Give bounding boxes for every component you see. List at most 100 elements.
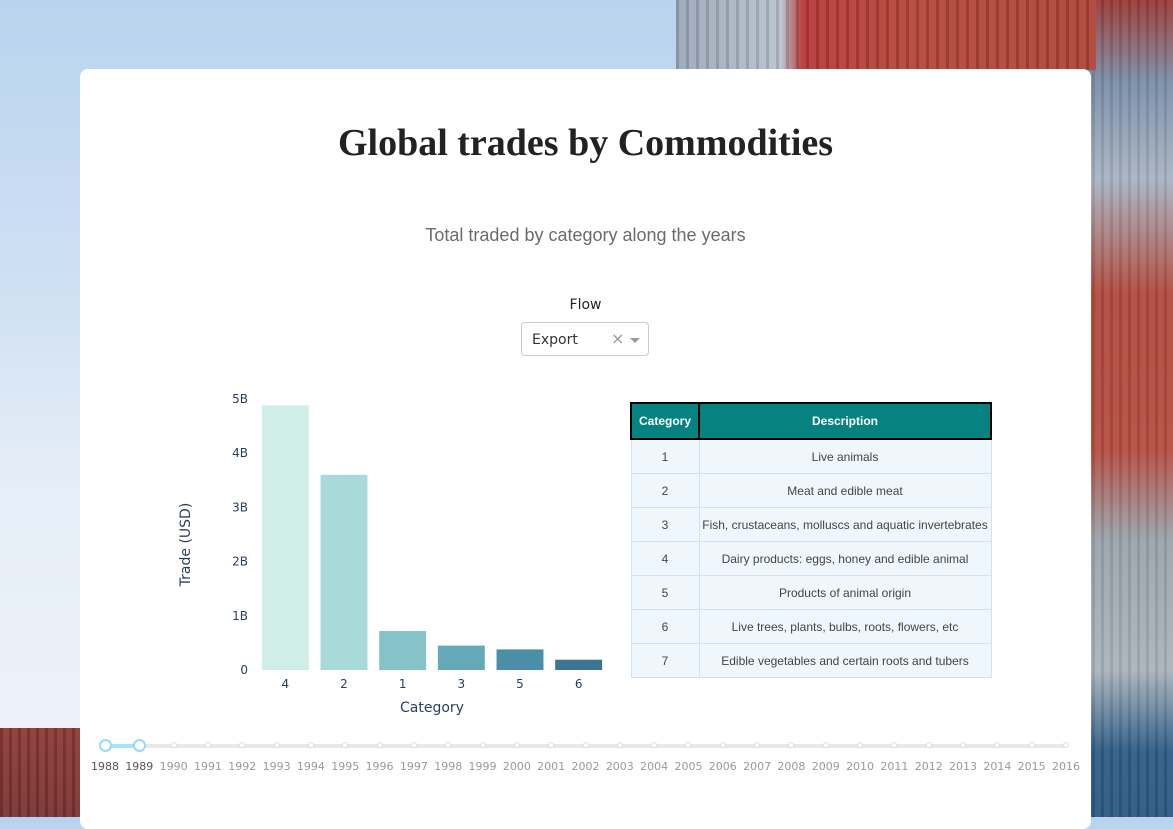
slider-dot[interactable] — [891, 742, 898, 748]
slider-year-mark[interactable]: 2001 — [537, 760, 566, 773]
x-axis-title: Category — [400, 700, 464, 716]
slider-dot[interactable] — [994, 742, 1001, 748]
slider-dot[interactable] — [960, 742, 967, 748]
slider-dot[interactable] — [582, 742, 589, 748]
main-card: Global trades by Commodities Total trade… — [80, 69, 1091, 829]
slider-dot[interactable] — [548, 742, 555, 748]
slider-dot[interactable] — [719, 742, 726, 748]
table-cell-category: 5 — [630, 575, 700, 610]
table-row: 1 Live animals — [630, 438, 992, 474]
slider-dot[interactable] — [513, 742, 520, 748]
slider-year-mark[interactable]: 1998 — [434, 760, 463, 773]
slider-year-mark[interactable]: 2006 — [708, 760, 737, 773]
slider-selected-track — [105, 744, 140, 748]
table-header-category[interactable]: Category — [630, 402, 700, 440]
table-cell-description: Live trees, plants, bulbs, roots, flower… — [698, 609, 992, 644]
slider-dot[interactable] — [204, 742, 211, 748]
slider-dot[interactable] — [410, 742, 417, 748]
table-header-row: Category Description — [630, 402, 992, 440]
slider-dot[interactable] — [307, 742, 314, 748]
page-title: Global trades by Commodities — [337, 122, 834, 164]
slider-year-mark[interactable]: 2016 — [1052, 760, 1080, 773]
slider-dot[interactable] — [925, 742, 932, 748]
table-cell-category: 6 — [630, 609, 700, 644]
bar — [261, 405, 309, 670]
slider-year-mark[interactable]: 2010 — [846, 760, 875, 773]
slider-year-mark[interactable]: 1992 — [228, 760, 257, 773]
y-tick-label: 1B — [232, 609, 248, 623]
x-tick-label: 1 — [399, 677, 407, 691]
x-tick-label: 2 — [340, 677, 348, 691]
slider-year-mark[interactable]: 2011 — [880, 760, 909, 773]
slider-year-mark[interactable]: 2005 — [674, 760, 703, 773]
slider-year-mark[interactable]: 1995 — [331, 760, 360, 773]
slider-dot[interactable] — [651, 742, 658, 748]
slider-dot[interactable] — [857, 742, 864, 748]
x-tick-label: 5 — [516, 677, 524, 691]
slider-year-mark[interactable]: 1990 — [159, 760, 188, 773]
slider-year-mark[interactable]: 1996 — [365, 760, 394, 773]
slider-dot[interactable] — [1028, 742, 1035, 748]
table-row: 5 Products of animal origin — [630, 575, 992, 610]
slider-year-mark[interactable]: 2008 — [777, 760, 806, 773]
trade-bar-chart: 0 1B 2B 3B 4B 5B 4 2 1 3 5 6 Category Trade (USD) — [178, 392, 603, 716]
slider-year-mark[interactable]: 1988 — [91, 760, 119, 773]
y-tick-label: 5B — [232, 392, 248, 406]
slider-dot[interactable] — [273, 742, 280, 748]
slider-dot[interactable] — [342, 742, 349, 748]
table-row: 6 Live trees, plants, bulbs, roots, flowe… — [630, 609, 992, 644]
slider-year-mark[interactable]: 2012 — [914, 760, 943, 773]
year-range-slider[interactable]: 1988 1989 1990 1991 1992 1993 1994 1995 1996 1997… — [80, 737, 1091, 777]
slider-dot[interactable] — [170, 742, 177, 748]
slider-dot[interactable] — [479, 742, 486, 748]
table-header-description[interactable]: Description — [698, 402, 992, 440]
slider-year-mark[interactable]: 2015 — [1017, 760, 1046, 773]
slider-year-mark[interactable]: 1989 — [125, 760, 154, 773]
slider-dot[interactable] — [1063, 742, 1069, 748]
flow-dropdown[interactable]: Export × — [521, 322, 649, 356]
table-cell-category: 7 — [630, 643, 700, 678]
table-cell-description: Dairy products: eggs, honey and edible a… — [698, 541, 992, 576]
slider-year-mark[interactable]: 1999 — [468, 760, 497, 773]
y-axis-title: Trade (USD) — [178, 503, 194, 588]
y-tick-label: 3B — [232, 500, 248, 514]
y-tick-label: 0 — [240, 663, 248, 677]
slider-handle[interactable] — [132, 739, 146, 752]
slider-year-mark[interactable]: 1993 — [262, 760, 291, 773]
slider-dot[interactable] — [754, 742, 761, 748]
slider-year-mark[interactable]: 2013 — [949, 760, 978, 773]
slider-dot[interactable] — [376, 742, 383, 748]
flow-label: Flow — [569, 297, 602, 313]
slider-year-mark[interactable]: 2014 — [983, 760, 1012, 773]
y-tick-label: 2B — [232, 555, 248, 569]
chevron-down-icon[interactable] — [630, 338, 640, 343]
slider-dot[interactable] — [616, 742, 623, 748]
background-container-stack-top — [676, 0, 1096, 70]
table-row: 2 Meat and edible meat — [630, 473, 992, 508]
table-cell-category: 2 — [630, 473, 700, 508]
slider-year-mark[interactable]: 1991 — [193, 760, 222, 773]
slider-year-mark[interactable]: 2002 — [571, 760, 600, 773]
table-cell-description: Fish, crustaceans, molluscs and aquatic … — [698, 507, 992, 542]
clear-icon[interactable]: × — [611, 329, 625, 348]
bar — [496, 649, 544, 670]
table-cell-description: Live animals — [698, 438, 992, 474]
table-cell-category: 4 — [630, 541, 700, 576]
category-description-table: Category Description 1 Live animals 2 Meat … — [630, 402, 992, 678]
x-tick-label: 6 — [575, 677, 583, 691]
slider-dot[interactable] — [685, 742, 692, 748]
slider-dot[interactable] — [788, 742, 795, 748]
slider-year-mark[interactable]: 1994 — [296, 760, 325, 773]
slider-year-mark[interactable]: 2003 — [605, 760, 634, 773]
slider-year-mark[interactable]: 2009 — [811, 760, 840, 773]
slider-handle[interactable] — [98, 739, 112, 752]
slider-dot[interactable] — [239, 742, 246, 748]
x-tick-label: 3 — [458, 677, 466, 691]
slider-year-mark[interactable]: 2007 — [743, 760, 772, 773]
bar — [379, 630, 427, 670]
slider-year-mark[interactable]: 2004 — [640, 760, 669, 773]
slider-year-mark[interactable]: 2000 — [502, 760, 531, 773]
slider-dot[interactable] — [822, 742, 829, 748]
slider-dot[interactable] — [445, 742, 452, 748]
slider-year-mark[interactable]: 1997 — [399, 760, 428, 773]
